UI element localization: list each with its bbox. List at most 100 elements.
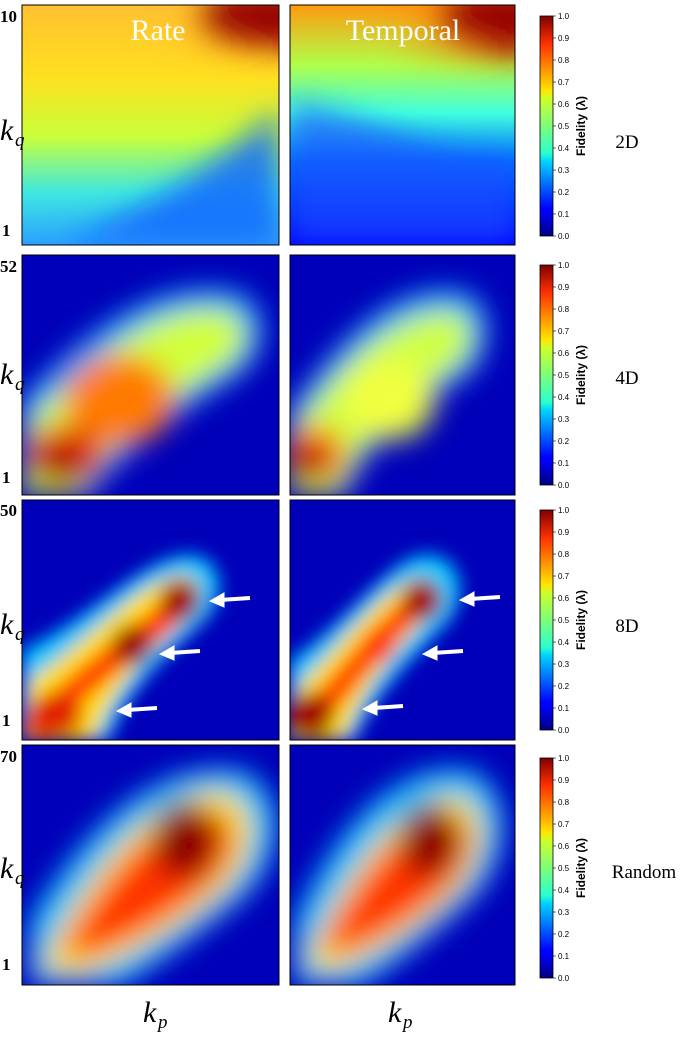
colorbar-tick-label: 0.9: [558, 283, 570, 292]
colorbar-tick-label: 1.0: [558, 506, 570, 515]
heatmap-frame-random-temporal: [289, 744, 516, 986]
colorbar-tick-label: 0.1: [558, 459, 570, 468]
svg-text:k: k: [0, 114, 14, 147]
colorbar-label: Fidelity (λ): [574, 345, 588, 405]
colorbar-random: 0.0 0.1 0.2 0.3 0.4 0.5 0.6 0.7 0.8 0.9 1.0 Fidelit…: [539, 754, 588, 983]
colorbar-tick-label: 0.7: [558, 820, 570, 829]
colorbar-gradient-8d: [539, 509, 554, 731]
colorbar-gradient-2d: [539, 15, 554, 237]
colorbar-tick-label: 0.8: [558, 305, 570, 314]
ytick-top-8d: 50: [0, 501, 17, 520]
colorbar-tick-label: 0.1: [558, 952, 570, 961]
colorbar-tick-label: 0.5: [558, 864, 570, 873]
ylabel-2d: k q: [0, 114, 25, 151]
heatmap-frame-random-rate: [21, 744, 280, 986]
colorbar-tick-label: 0.4: [558, 144, 570, 153]
colorbar-tick-label: 0.6: [558, 842, 570, 851]
arrow-annotations-8d-temporal: [361, 591, 501, 716]
heatmap-4d-rate: [22, 255, 279, 495]
svg-text:k: k: [0, 852, 14, 885]
colorbar-tick-label: 0.3: [558, 415, 570, 424]
svg-text:q: q: [15, 130, 25, 151]
colorbar-8d: 0.0 0.1 0.2 0.3 0.4 0.5 0.6 0.7 0.8 0.9 1.0 Fidelit…: [539, 506, 588, 735]
svg-text:p: p: [401, 1012, 413, 1033]
heatmap-8d-temporal: [290, 500, 515, 740]
heatmap-frame-2d-temporal: [289, 4, 516, 246]
heatmap-frame-4d-rate: [21, 254, 280, 496]
colorbar-tick-label: 0.9: [558, 776, 570, 785]
xlabel-temporal: k p: [388, 996, 413, 1033]
svg-text:q: q: [15, 624, 25, 645]
colorbar-gradient-random: [539, 757, 554, 979]
colorbars: 0.0 0.1 0.2 0.3 0.4 0.5 0.6 0.7 0.8 0.9 1.0 Fidelit…: [539, 12, 588, 983]
svg-text:q: q: [15, 868, 25, 889]
colorbar-tick-label: 0.8: [558, 550, 570, 559]
ytick-bottom-4d: 1: [2, 468, 11, 487]
colorbar-tick-label: 0.9: [558, 34, 570, 43]
heatmap-8d-rate: [22, 500, 279, 740]
colorbar-tick-label: 0.4: [558, 886, 570, 895]
heatmap-frame-4d-temporal: [289, 254, 516, 496]
ylabel-random: k q: [0, 852, 25, 889]
ytick-top-random: 70: [0, 747, 17, 766]
colorbar-tick-label: 0.5: [558, 371, 570, 380]
ylabel-8d: k q: [0, 608, 25, 645]
row-label-2d: 2D: [615, 132, 638, 153]
ytick-bottom-random: 1: [2, 955, 11, 974]
colorbar-tick-label: 0.1: [558, 210, 570, 219]
xlabel-rate: k p: [143, 996, 168, 1033]
svg-text:k: k: [388, 996, 402, 1029]
row-label-8d: 8D: [615, 616, 638, 637]
svg-text:q: q: [15, 374, 25, 395]
ylabel-4d: k q: [0, 358, 25, 395]
column-title-temporal: Temporal: [346, 14, 461, 47]
colorbar-tick-label: 0.6: [558, 594, 570, 603]
colorbar-tick-label: 0.0: [558, 232, 570, 241]
colorbar-tick-label: 0.7: [558, 78, 570, 87]
colorbar-label: Fidelity (λ): [574, 838, 588, 898]
arrow-8d-rate-3: [115, 702, 158, 718]
colorbar-tick-label: 0.1: [558, 704, 570, 713]
colorbar-tick-label: 0.3: [558, 166, 570, 175]
colorbar-gradient-4d: [539, 264, 554, 486]
svg-text:k: k: [143, 996, 157, 1029]
ytick-top-4d: 52: [0, 257, 17, 276]
colorbar-tick-label: 0.2: [558, 188, 570, 197]
colorbar-tick-label: 0.9: [558, 528, 570, 537]
colorbar-tick-label: 0.7: [558, 327, 570, 336]
colorbar-tick-label: 0.4: [558, 638, 570, 647]
colorbar-tick-label: 0.2: [558, 682, 570, 691]
colorbar-tick-label: 1.0: [558, 754, 570, 763]
colorbar-tick-label: 0.5: [558, 616, 570, 625]
colorbar-label: Fidelity (λ): [574, 96, 588, 156]
colorbar-2d: 0.0 0.1 0.2 0.3 0.4 0.5 0.6 0.7 0.8 0.9 1.0 Fidelit…: [539, 12, 588, 241]
colorbar-tick-label: 0.2: [558, 437, 570, 446]
ytick-top-2d: 10: [0, 7, 17, 26]
arrow-8d-rate-2: [158, 645, 201, 661]
colorbar-tick-label: 0.8: [558, 798, 570, 807]
heatmap-4d-temporal: [290, 255, 515, 495]
colorbar-tick-label: 1.0: [558, 12, 570, 21]
colorbar-tick-label: 1.0: [558, 261, 570, 270]
column-title-rate: Rate: [131, 14, 186, 47]
heatmap-frame-8d-temporal: [289, 499, 516, 741]
colorbar-tick-label: 0.6: [558, 100, 570, 109]
colorbar-4d: 0.0 0.1 0.2 0.3 0.4 0.5 0.6 0.7 0.8 0.9 1.0 Fidelit…: [539, 261, 588, 490]
arrow-8d-temporal-1: [458, 591, 501, 607]
colorbar-tick-label: 0.3: [558, 660, 570, 669]
colorbar-tick-label: 0.0: [558, 726, 570, 735]
row-label-random: Random: [612, 862, 677, 883]
colorbar-tick-label: 0.3: [558, 908, 570, 917]
ytick-bottom-2d: 1: [2, 221, 11, 240]
svg-text:k: k: [0, 608, 14, 641]
colorbar-tick-label: 0.7: [558, 572, 570, 581]
colorbar-tick-label: 0.6: [558, 349, 570, 358]
colorbar-tick-label: 0.4: [558, 393, 570, 402]
heatmap-random-temporal: [290, 745, 515, 985]
heatmap-2d-temporal: [290, 5, 515, 245]
arrow-8d-temporal-3: [361, 700, 404, 716]
heatmap-frame-8d-rate: [21, 499, 280, 741]
svg-text:p: p: [156, 1012, 168, 1033]
arrow-8d-rate-1: [208, 592, 251, 608]
arrow-8d-temporal-2: [421, 645, 464, 661]
